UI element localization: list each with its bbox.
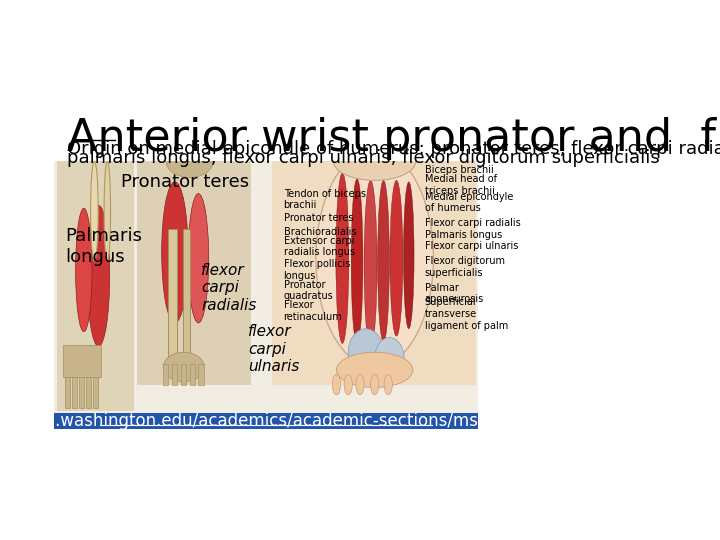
Ellipse shape (356, 374, 364, 395)
Text: Brachioradialis: Brachioradialis (284, 227, 356, 237)
Bar (183, 229, 190, 370)
Ellipse shape (188, 194, 209, 323)
Bar (189, 364, 195, 384)
Ellipse shape (384, 374, 392, 395)
Text: Palmaris
longus: Palmaris longus (65, 227, 142, 266)
Text: Medial epicondyle
of humerus: Medial epicondyle of humerus (425, 192, 513, 213)
Ellipse shape (348, 329, 384, 376)
Ellipse shape (166, 145, 213, 178)
Ellipse shape (364, 180, 377, 348)
Text: Flexor pollicis
longus: Flexor pollicis longus (284, 259, 350, 281)
Bar (137, 150, 251, 384)
Text: Flexor carpi ulnaris: Flexor carpi ulnaris (425, 241, 518, 252)
Bar (172, 364, 177, 384)
Ellipse shape (377, 180, 390, 342)
Text: flexor
carpi
radialis: flexor carpi radialis (202, 263, 257, 313)
Ellipse shape (316, 150, 433, 367)
Ellipse shape (91, 161, 98, 261)
Ellipse shape (374, 338, 404, 379)
Text: Palmar
aponeurosis: Palmar aponeurosis (425, 283, 484, 305)
Ellipse shape (333, 374, 341, 395)
Bar (79, 373, 84, 408)
Bar (272, 146, 477, 384)
Ellipse shape (390, 180, 403, 336)
Ellipse shape (371, 374, 379, 395)
Ellipse shape (333, 142, 416, 180)
Text: Pronator
quadratus: Pronator quadratus (284, 280, 333, 301)
Ellipse shape (163, 352, 204, 382)
Text: flexor
carpi
ulnaris: flexor carpi ulnaris (248, 325, 300, 374)
Bar (168, 229, 177, 370)
Text: Medial head of
triceps brachii: Medial head of triceps brachii (425, 174, 497, 195)
Text: http://www.rad.washington.edu/academics/academic-sections/msk/muscle-atlas: http://www.rad.washington.edu/academics/… (0, 412, 600, 430)
Text: Pronator teres: Pronator teres (121, 173, 249, 191)
Text: Anterior wrist pronator and  flexors: Anterior wrist pronator and flexors (68, 117, 720, 160)
Ellipse shape (104, 161, 111, 261)
Bar (58, 152, 134, 411)
Bar (86, 373, 91, 408)
Text: Flexor
retinaculum: Flexor retinaculum (284, 300, 342, 322)
Bar (63, 345, 102, 377)
Ellipse shape (87, 205, 109, 346)
Bar (163, 364, 168, 384)
Text: Superficial
transverse
ligament of palm: Superficial transverse ligament of palm (425, 298, 508, 330)
Bar (72, 373, 77, 408)
Ellipse shape (351, 179, 363, 343)
Ellipse shape (336, 352, 413, 388)
Bar (55, 111, 477, 161)
Text: Flexor carpi radialis: Flexor carpi radialis (425, 218, 521, 228)
Text: Origin on medial epicondle of humerus: pronator teres, flexor carpi radialis,: Origin on medial epicondle of humerus: p… (68, 139, 720, 158)
Text: Palmaris longus: Palmaris longus (425, 230, 502, 240)
Text: Biceps brachii: Biceps brachii (425, 165, 493, 175)
Text: Pronator teres: Pronator teres (284, 213, 353, 224)
Ellipse shape (344, 374, 352, 395)
Bar (93, 373, 98, 408)
Ellipse shape (76, 208, 92, 332)
Bar (65, 373, 70, 408)
Ellipse shape (336, 173, 348, 343)
Text: Extensor carpi
radialis longus: Extensor carpi radialis longus (284, 235, 355, 257)
Text: Flexor digitorum
superficialis: Flexor digitorum superficialis (425, 256, 505, 278)
Ellipse shape (162, 182, 188, 323)
Bar (199, 364, 204, 384)
Text: palmaris longus, flexor carpi ulnaris, flexor digitorum superficialis: palmaris longus, flexor carpi ulnaris, f… (68, 149, 660, 167)
Bar (181, 364, 186, 384)
Bar (55, 414, 477, 429)
Text: Tendon of biceps
brachii: Tendon of biceps brachii (284, 188, 366, 210)
Ellipse shape (403, 182, 414, 329)
